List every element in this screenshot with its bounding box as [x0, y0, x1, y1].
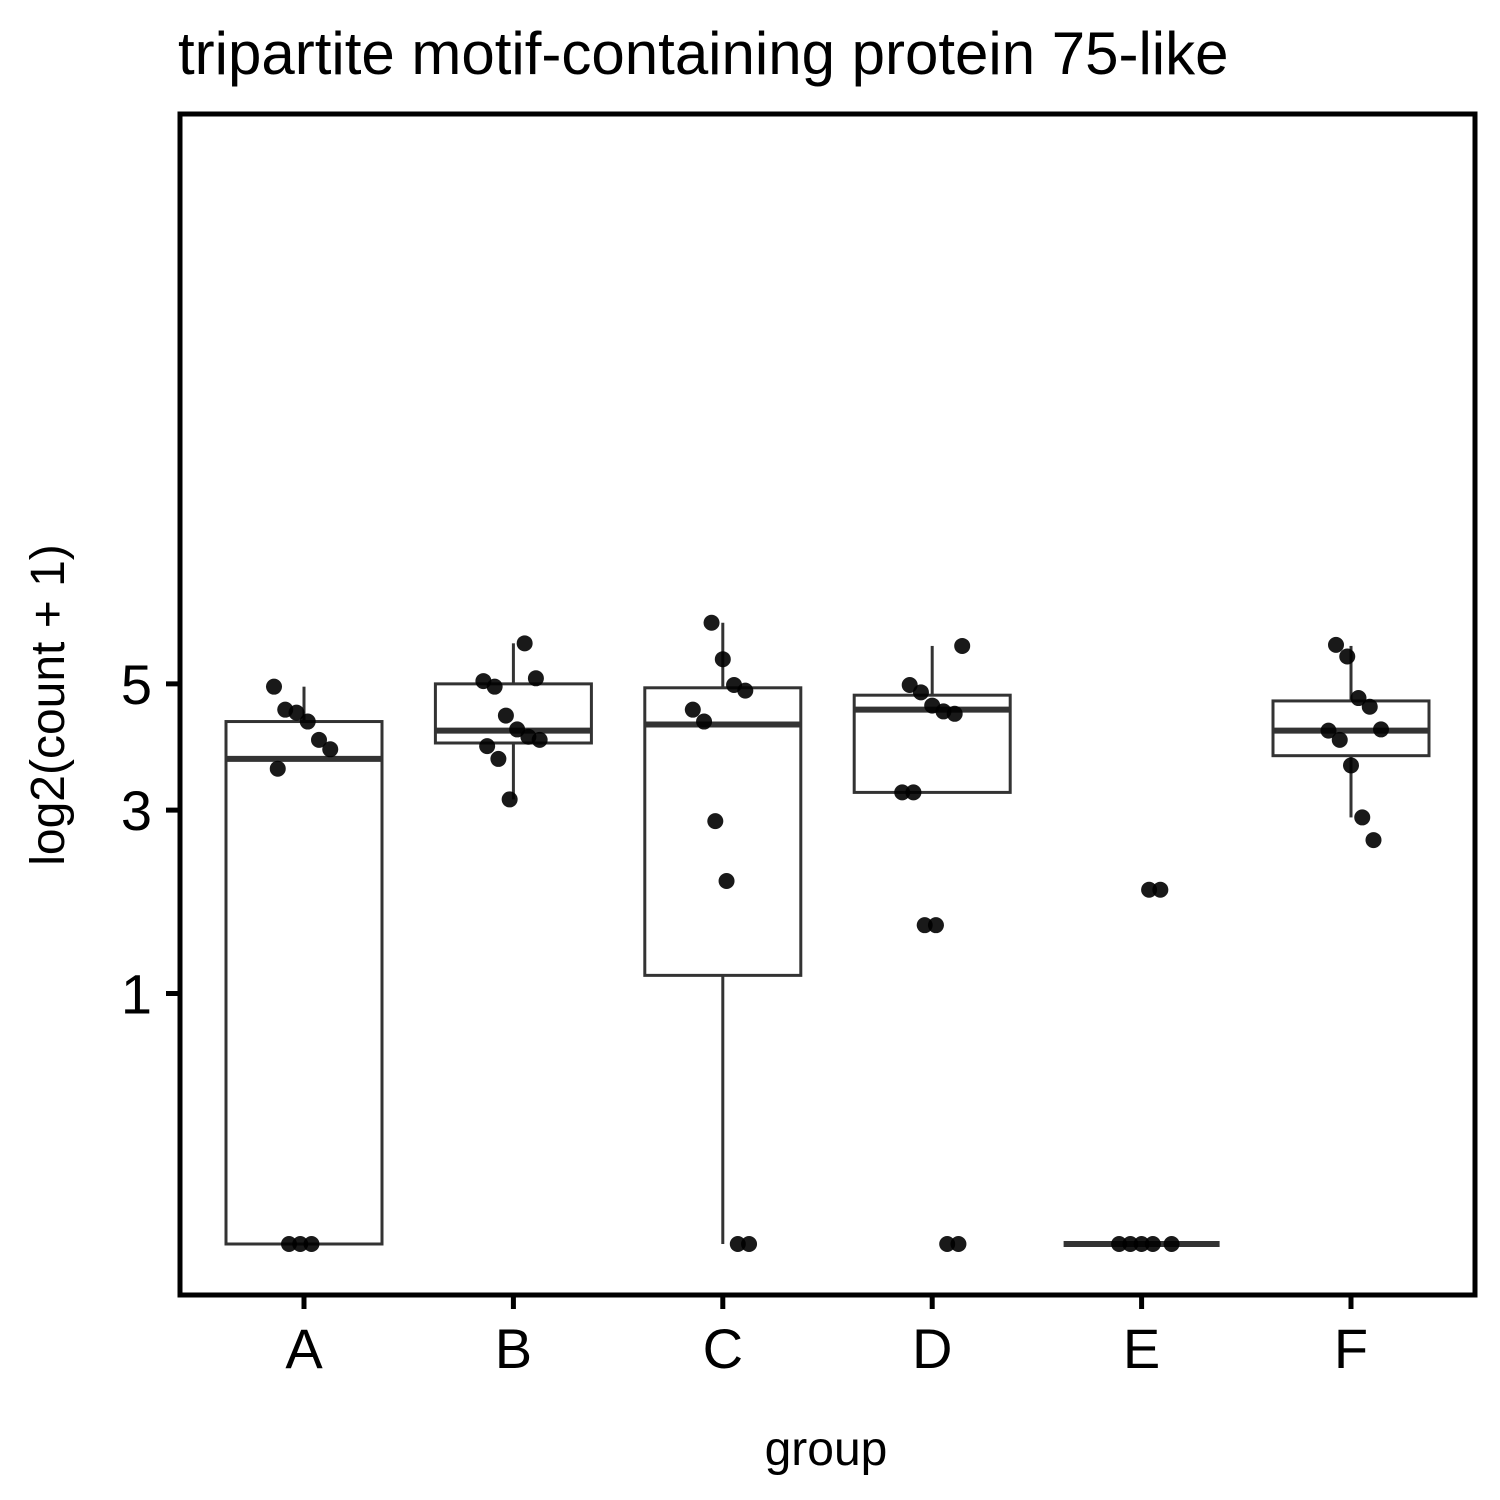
data-point — [281, 1236, 297, 1252]
box-iqr — [643, 686, 803, 977]
data-point — [1122, 1236, 1139, 1252]
points-E — [1111, 881, 1180, 1252]
x-tick-label: B — [495, 1317, 532, 1380]
data-point — [737, 682, 754, 699]
data-point — [1320, 722, 1337, 739]
box-D — [852, 645, 1012, 794]
data-point — [1133, 1236, 1150, 1252]
data-point — [322, 741, 339, 758]
data-point — [292, 1236, 309, 1252]
points-D — [894, 637, 971, 1252]
data-point — [696, 713, 713, 730]
data-point — [939, 1236, 956, 1252]
data-point — [1331, 731, 1348, 748]
data-point — [916, 917, 933, 934]
data-point — [266, 678, 282, 695]
data-point — [707, 813, 724, 830]
data-point — [269, 760, 286, 777]
plot-area — [224, 614, 1431, 1252]
data-point — [718, 872, 735, 889]
box-F — [1271, 645, 1431, 818]
data-point — [288, 704, 305, 721]
x-tick-label: F — [1334, 1317, 1368, 1380]
y-axis-title: log2(count + 1) — [22, 544, 75, 866]
points-F — [1320, 636, 1389, 849]
y-tick-label: 5 — [121, 653, 152, 716]
box-iqr — [852, 693, 1012, 794]
points-A — [266, 678, 339, 1252]
data-point — [714, 651, 731, 668]
data-point — [954, 637, 971, 654]
data-point — [1141, 881, 1158, 898]
data-point — [1373, 721, 1389, 738]
data-point — [1343, 757, 1359, 774]
data-point — [946, 705, 963, 722]
points-B — [475, 635, 548, 808]
data-point — [1328, 636, 1344, 653]
box-A — [224, 686, 384, 1246]
data-point — [531, 731, 548, 748]
data-point — [479, 738, 496, 755]
data-point — [1339, 648, 1356, 665]
data-point — [490, 750, 507, 767]
data-point — [1365, 832, 1382, 849]
data-point — [894, 784, 911, 801]
data-point — [527, 670, 544, 687]
data-point — [1111, 1236, 1128, 1252]
data-point — [497, 707, 514, 724]
data-point — [905, 784, 922, 801]
data-point — [703, 614, 720, 631]
data-point — [486, 678, 503, 695]
data-point — [950, 1236, 967, 1252]
points-C — [684, 614, 758, 1252]
x-tick-label: D — [912, 1317, 952, 1380]
x-tick-label: A — [285, 1317, 323, 1380]
x-axis: A B C D E F — [285, 1295, 1368, 1380]
box-C — [643, 622, 803, 1244]
data-point — [1361, 698, 1378, 715]
data-point — [912, 684, 929, 701]
panel-border — [177, 111, 1478, 1298]
data-point — [741, 1236, 758, 1252]
y-tick-label: 1 — [121, 963, 152, 1026]
data-point — [1152, 881, 1169, 898]
x-tick-label: C — [703, 1317, 743, 1380]
data-point — [729, 1236, 746, 1252]
y-tick-label: 3 — [121, 779, 152, 842]
data-point — [311, 731, 327, 748]
data-point — [927, 917, 944, 934]
x-axis-title: group — [765, 1423, 888, 1476]
x-tick-label: E — [1123, 1317, 1160, 1380]
data-point — [1144, 1236, 1161, 1252]
chart-title: tripartite motif-containing protein 75-l… — [178, 20, 1229, 87]
data-point — [684, 701, 701, 718]
box-iqr — [224, 720, 384, 1246]
y-axis: 1 3 5 — [121, 653, 180, 1026]
data-point — [1163, 1236, 1180, 1252]
box-iqr — [433, 682, 593, 745]
data-point — [303, 1236, 320, 1252]
data-point — [516, 635, 533, 652]
data-point — [1350, 690, 1367, 707]
data-point — [501, 791, 518, 808]
data-point — [1354, 809, 1371, 826]
box-B — [433, 643, 593, 800]
data-point — [299, 713, 316, 730]
